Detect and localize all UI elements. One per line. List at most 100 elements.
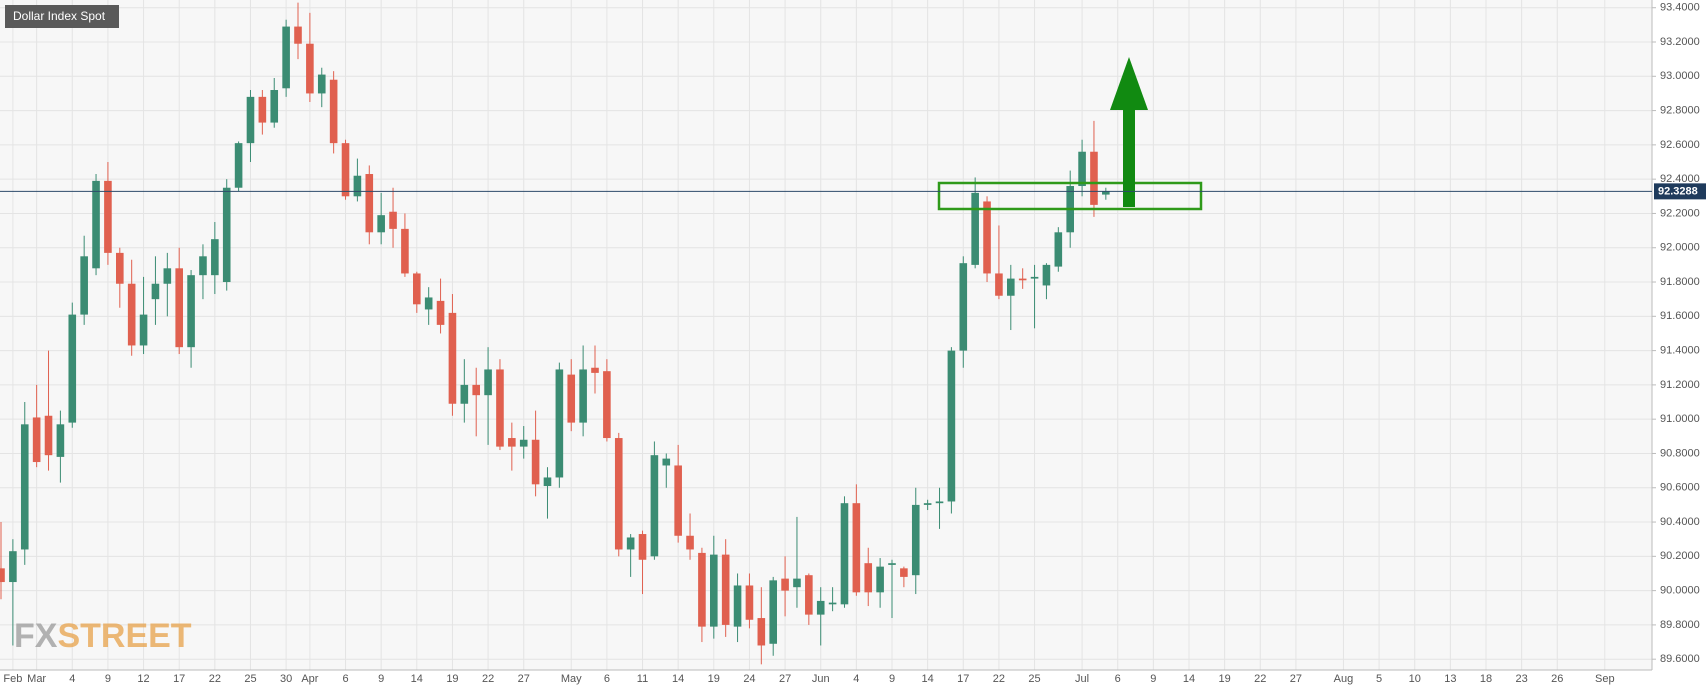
candle-body xyxy=(246,96,255,144)
x-tick-label: 26 xyxy=(1551,673,1563,685)
candle-body xyxy=(413,273,421,305)
candle-body xyxy=(567,374,576,423)
resistance-box xyxy=(937,181,1203,211)
candle-body xyxy=(258,96,267,123)
x-tick-label: 4 xyxy=(853,673,859,685)
candle-body xyxy=(424,297,433,310)
candle-body xyxy=(472,384,480,396)
y-tick-label: 93.0000 xyxy=(1660,70,1700,82)
x-tick-label: 27 xyxy=(779,673,791,685)
candle-body xyxy=(816,600,825,615)
candle-body xyxy=(888,563,896,565)
y-tick-label: 92.6000 xyxy=(1660,139,1700,151)
candle-body xyxy=(282,26,290,89)
x-tick-label: Aug xyxy=(1334,673,1354,685)
candle-body xyxy=(448,312,457,404)
y-tick-label: 89.8000 xyxy=(1660,619,1700,631)
candle-body xyxy=(1030,276,1039,279)
y-tick-label: 93.4000 xyxy=(1660,2,1700,14)
candle-body xyxy=(543,477,552,487)
candle-body xyxy=(935,501,944,504)
y-tick-label: 92.0000 xyxy=(1660,242,1700,254)
candle-body xyxy=(484,369,492,396)
candle-body xyxy=(496,369,504,447)
candle-body xyxy=(674,465,682,536)
candle-body xyxy=(781,578,789,591)
candle-body xyxy=(638,534,647,560)
candle-body xyxy=(211,239,219,276)
candle-body xyxy=(341,143,350,197)
candle-body xyxy=(721,554,730,625)
candle-body xyxy=(579,369,587,423)
candle-body xyxy=(1078,151,1086,187)
candle-body xyxy=(1090,151,1098,205)
candle-body xyxy=(603,371,611,439)
candle-body xyxy=(317,74,326,94)
y-tick-label: 93.2000 xyxy=(1660,36,1700,48)
x-tick-label: 12 xyxy=(137,673,149,685)
x-tick-label: 14 xyxy=(1183,673,1195,685)
candle-body xyxy=(793,578,801,588)
candle-body xyxy=(0,568,5,583)
x-tick-label: Feb xyxy=(3,673,22,685)
y-tick-label: 91.8000 xyxy=(1660,276,1700,288)
x-tick-label: 6 xyxy=(342,673,348,685)
x-tick-label: Sep xyxy=(1595,673,1615,685)
candle-body xyxy=(531,439,540,485)
candle-body xyxy=(104,180,112,253)
x-tick-label: 22 xyxy=(209,673,221,685)
y-tick-label: 91.4000 xyxy=(1660,345,1700,357)
candle-body xyxy=(460,384,469,404)
candle-body xyxy=(151,283,160,300)
x-tick-label: 9 xyxy=(378,673,384,685)
candle-body xyxy=(1007,278,1015,296)
title-box xyxy=(5,5,119,28)
candle-body xyxy=(828,602,837,605)
candle-body xyxy=(995,273,1003,296)
x-tick-label: 25 xyxy=(1028,673,1040,685)
candle-body xyxy=(199,256,207,276)
candle-body xyxy=(56,424,65,457)
x-tick-label: 19 xyxy=(446,673,458,685)
candle-body xyxy=(983,201,991,274)
arrow-shaft xyxy=(1123,108,1135,207)
candle-body xyxy=(662,458,671,466)
chart-title: Dollar Index Spot xyxy=(13,9,106,23)
x-tick-label: Jun xyxy=(812,673,830,685)
candle-body xyxy=(852,503,861,593)
candle-body xyxy=(389,211,397,229)
x-tick-label: 19 xyxy=(708,673,720,685)
candle-body xyxy=(626,537,635,550)
candle-body xyxy=(900,568,908,577)
candle-body xyxy=(971,192,979,265)
candle-body xyxy=(270,90,279,123)
y-tick-label: 89.6000 xyxy=(1660,653,1700,665)
x-tick-label: 30 xyxy=(280,673,292,685)
candle-body xyxy=(377,215,385,233)
candle-body xyxy=(555,369,564,478)
candle-body xyxy=(353,175,362,197)
candle-body xyxy=(306,43,314,94)
candle-body xyxy=(840,503,849,605)
x-tick-label: Jul xyxy=(1075,673,1089,685)
x-tick-label: 9 xyxy=(1150,673,1156,685)
candle-body xyxy=(769,580,777,644)
x-tick-label: 9 xyxy=(105,673,111,685)
x-tick-label: 10 xyxy=(1409,673,1421,685)
y-tick-label: 91.6000 xyxy=(1660,310,1700,322)
candle-body xyxy=(686,535,694,550)
last-price-label: 92.3288 xyxy=(1658,185,1698,197)
grid xyxy=(0,0,1652,670)
candle-body xyxy=(698,552,706,627)
watermark: FXSTREET xyxy=(14,617,192,655)
x-tick-label: 5 xyxy=(1376,673,1382,685)
candle-body xyxy=(1054,232,1063,267)
x-tick-label: 27 xyxy=(1290,673,1302,685)
candle-body xyxy=(329,79,338,144)
x-tick-label: 14 xyxy=(672,673,684,685)
candle-body xyxy=(32,417,41,463)
candle-body xyxy=(745,585,754,620)
watermark-part: STREET xyxy=(57,617,191,655)
x-tick-label: 22 xyxy=(993,673,1005,685)
